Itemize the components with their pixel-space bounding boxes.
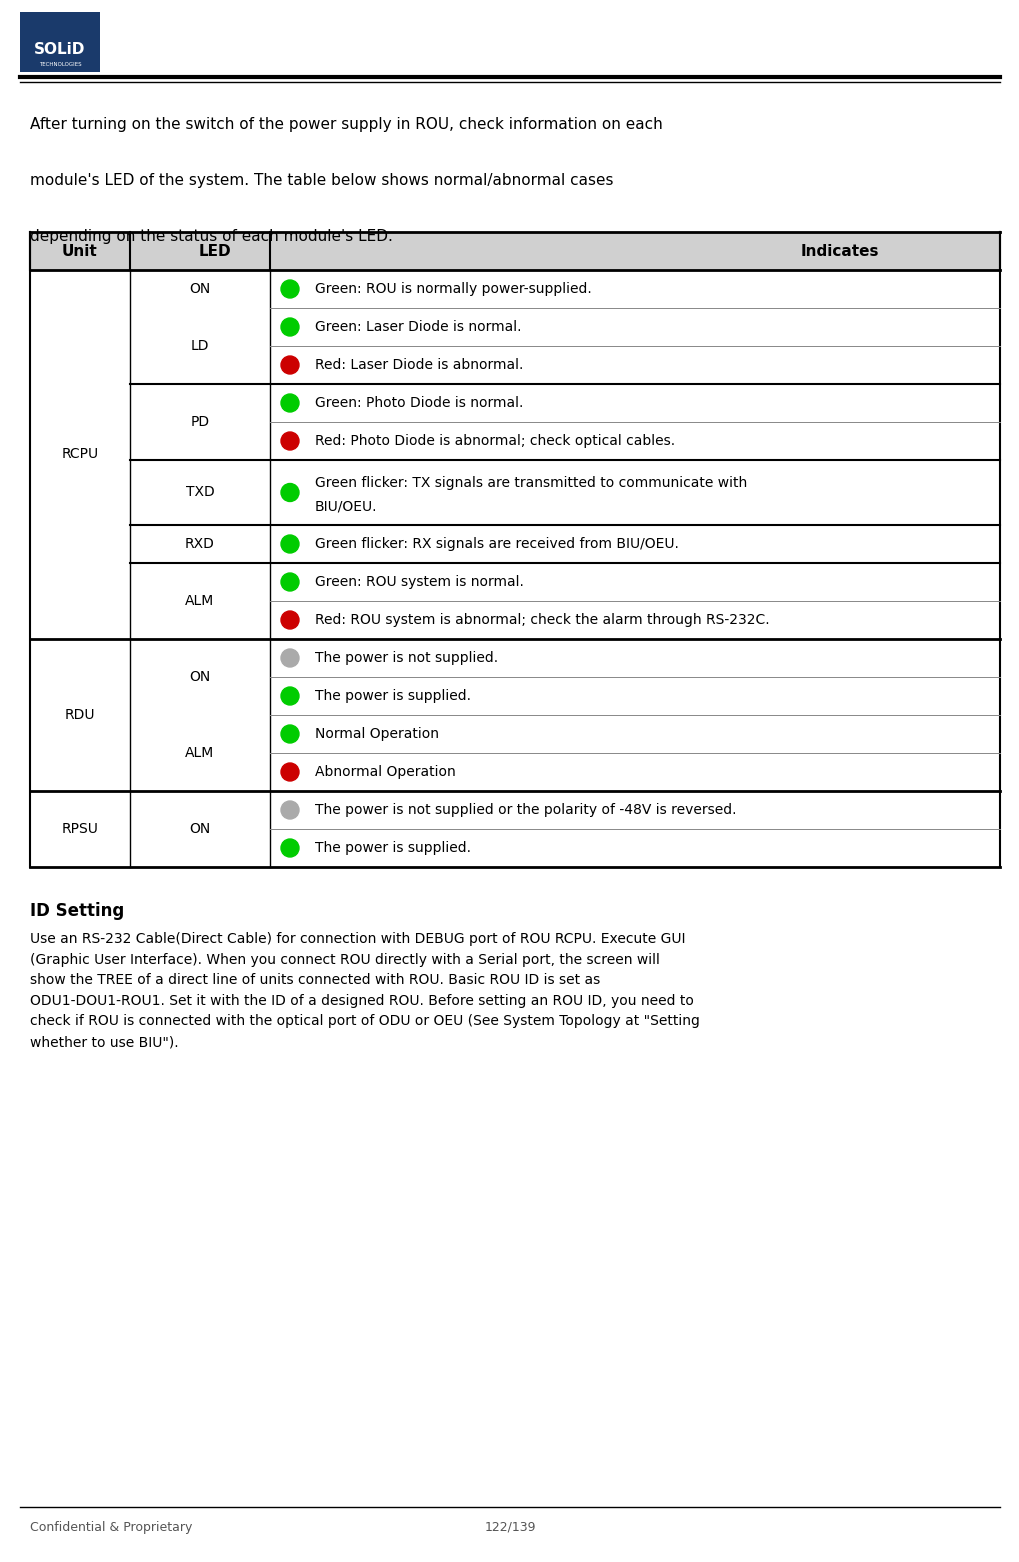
Text: TECHNOLOGIES: TECHNOLOGIES (39, 61, 82, 67)
Text: depending on the status of each module's LED.: depending on the status of each module's… (30, 230, 392, 244)
Text: Green: Laser Diode is normal.: Green: Laser Diode is normal. (315, 320, 521, 334)
Text: The power is supplied.: The power is supplied. (315, 840, 471, 854)
Text: The power is not supplied or the polarity of -48V is reversed.: The power is not supplied or the polarit… (315, 803, 736, 817)
Text: Red: ROU system is abnormal; check the alarm through RS-232C.: Red: ROU system is abnormal; check the a… (315, 612, 769, 626)
Circle shape (280, 573, 299, 590)
Circle shape (280, 484, 299, 501)
Text: BIU/OEU.: BIU/OEU. (315, 500, 377, 514)
Circle shape (280, 762, 299, 781)
Text: Red: Laser Diode is abnormal.: Red: Laser Diode is abnormal. (315, 358, 523, 372)
Circle shape (280, 687, 299, 704)
Circle shape (280, 319, 299, 336)
Text: Green: ROU system is normal.: Green: ROU system is normal. (315, 575, 524, 589)
Circle shape (280, 433, 299, 450)
Text: Green flicker: TX signals are transmitted to communicate with: Green flicker: TX signals are transmitte… (315, 475, 747, 489)
Text: ON: ON (190, 283, 210, 297)
Text: TXD: TXD (185, 486, 214, 500)
Text: ON: ON (190, 822, 210, 836)
Text: Green flicker: RX signals are received from BIU/OEU.: Green flicker: RX signals are received f… (315, 537, 679, 551)
Text: Normal Operation: Normal Operation (315, 726, 438, 740)
Circle shape (280, 394, 299, 412)
Circle shape (280, 356, 299, 373)
Text: Red: Photo Diode is abnormal; check optical cables.: Red: Photo Diode is abnormal; check opti… (315, 434, 675, 448)
Text: LD: LD (191, 339, 209, 353)
Text: The power is supplied.: The power is supplied. (315, 689, 471, 703)
Text: Indicates: Indicates (800, 244, 878, 258)
Text: Abnormal Operation: Abnormal Operation (315, 765, 455, 779)
Text: RCPU: RCPU (61, 447, 99, 461)
Text: Green: ROU is normally power-supplied.: Green: ROU is normally power-supplied. (315, 283, 591, 297)
Text: The power is not supplied.: The power is not supplied. (315, 651, 497, 665)
Circle shape (280, 280, 299, 298)
Text: Confidential & Proprietary: Confidential & Proprietary (30, 1520, 193, 1534)
Text: PD: PD (191, 415, 209, 430)
Text: LED: LED (199, 244, 231, 258)
Text: ID Setting: ID Setting (30, 901, 124, 920)
Text: RPSU: RPSU (61, 822, 99, 836)
Circle shape (280, 611, 299, 629)
Text: ALM: ALM (185, 747, 214, 761)
Text: SOLiD: SOLiD (35, 42, 86, 58)
Text: ON: ON (190, 670, 210, 684)
FancyBboxPatch shape (30, 233, 999, 270)
Circle shape (280, 725, 299, 744)
Text: RXD: RXD (184, 537, 215, 551)
FancyBboxPatch shape (20, 12, 100, 72)
Text: RDU: RDU (64, 708, 95, 722)
Text: Green: Photo Diode is normal.: Green: Photo Diode is normal. (315, 397, 523, 409)
Text: After turning on the switch of the power supply in ROU, check information on eac: After turning on the switch of the power… (30, 117, 662, 133)
Circle shape (280, 839, 299, 858)
Circle shape (280, 648, 299, 667)
Text: ALM: ALM (185, 594, 214, 608)
Text: module's LED of the system. The table below shows normal/abnormal cases: module's LED of the system. The table be… (30, 173, 612, 187)
Text: Use an RS-232 Cable(Direct Cable) for connection with DEBUG port of ROU RCPU. Ex: Use an RS-232 Cable(Direct Cable) for co… (30, 933, 699, 1050)
Circle shape (280, 801, 299, 818)
Text: 122/139: 122/139 (484, 1520, 535, 1534)
Circle shape (280, 536, 299, 553)
Text: Unit: Unit (62, 244, 98, 258)
